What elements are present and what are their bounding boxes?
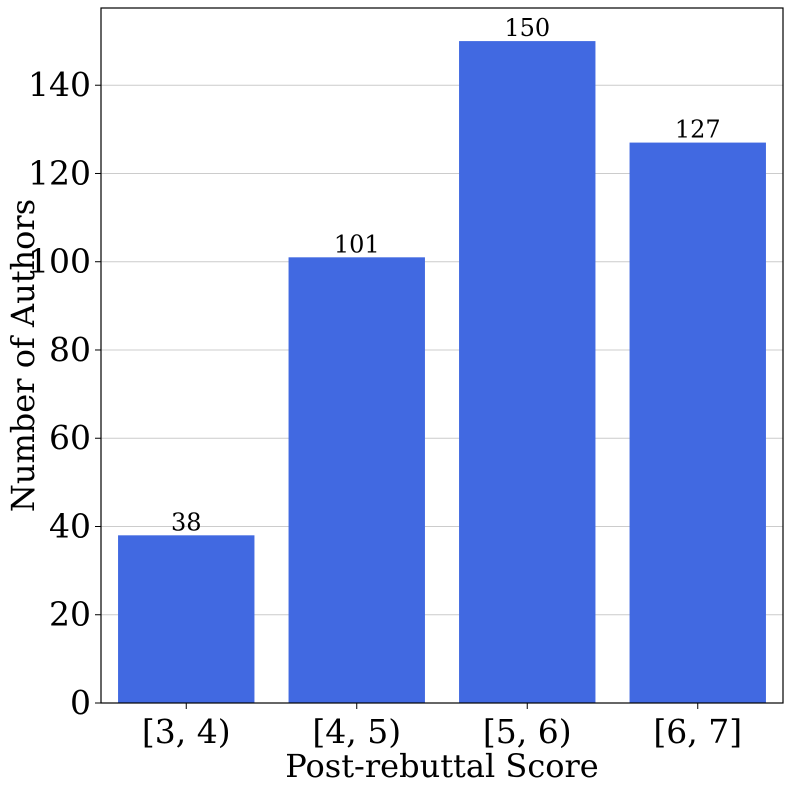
- grid-lines: [101, 84, 783, 616]
- plot-frame: [100, 7, 784, 704]
- bar: [629, 142, 766, 704]
- data-label: 127: [675, 116, 721, 144]
- x-tick-label: [6, 7]: [653, 712, 742, 751]
- x-tick-label: [5, 6): [483, 712, 572, 751]
- x-tick-label: [4, 5): [312, 712, 401, 751]
- bar: [118, 535, 255, 703]
- y-tick-label: 100: [28, 242, 91, 281]
- y-tick-label: 140: [28, 65, 91, 104]
- x-axis-ticks: [3, 4) [4, 5) [5, 6) [6, 7]: [142, 703, 742, 751]
- y-tick-label: 0: [70, 683, 91, 722]
- y-tick-label: 120: [28, 153, 91, 192]
- data-labels: 38 101 150 127: [171, 14, 721, 536]
- y-tick-label: 60: [49, 418, 91, 457]
- data-label: 38: [171, 508, 202, 536]
- y-axis-ticks: 0 20 40 60 80 100 120 140: [28, 65, 101, 722]
- y-tick-label: 40: [49, 506, 91, 545]
- y-tick-label: 80: [49, 330, 91, 369]
- bars: [118, 41, 766, 704]
- data-label: 150: [504, 14, 550, 42]
- x-tick-label: [3, 4): [142, 712, 231, 751]
- x-axis-title: Post-rebuttal Score: [285, 747, 598, 785]
- bar: [288, 257, 425, 703]
- data-label: 101: [334, 230, 380, 258]
- y-tick-label: 20: [49, 595, 91, 634]
- y-axis-title: Number of Authors: [4, 199, 42, 512]
- bar: [459, 41, 596, 704]
